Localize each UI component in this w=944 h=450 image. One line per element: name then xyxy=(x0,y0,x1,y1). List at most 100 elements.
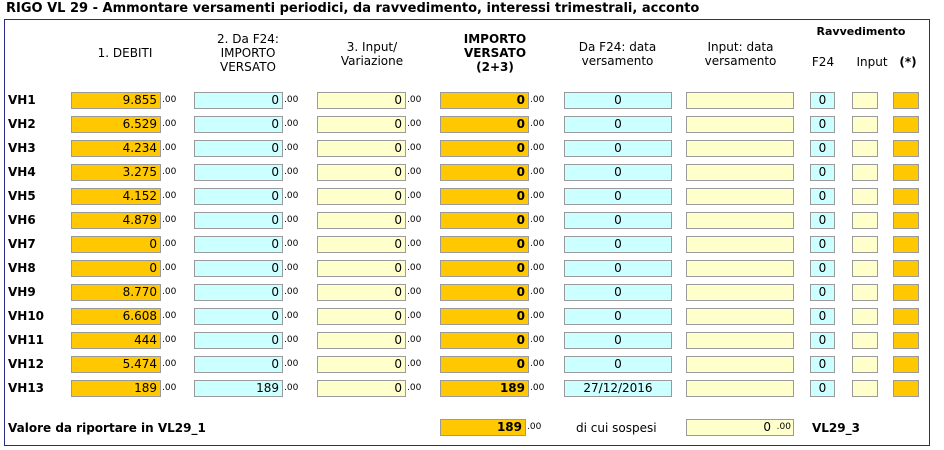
data-input-field[interactable] xyxy=(686,164,794,181)
f24-importo-field[interactable]: 0 xyxy=(194,164,283,181)
data-input-field[interactable] xyxy=(686,188,794,205)
rav-input-field[interactable] xyxy=(852,332,878,349)
debito-field[interactable]: 6.529 xyxy=(71,116,161,133)
rav-star-field[interactable] xyxy=(893,116,919,133)
debito-field[interactable]: 0 xyxy=(71,236,161,253)
rav-input-field[interactable] xyxy=(852,260,878,277)
rav-star-field[interactable] xyxy=(893,236,919,253)
data-input-field[interactable] xyxy=(686,284,794,301)
rav-f24-field[interactable]: 0 xyxy=(810,188,835,205)
input-variazione-field[interactable]: 0 xyxy=(317,140,406,157)
f24-importo-field[interactable]: 0 xyxy=(194,356,283,373)
importo-versato-field[interactable]: 0 xyxy=(440,356,529,373)
rav-f24-field[interactable]: 0 xyxy=(810,308,835,325)
rav-input-field[interactable] xyxy=(852,212,878,229)
rav-f24-field[interactable]: 0 xyxy=(810,356,835,373)
rav-star-field[interactable] xyxy=(893,308,919,325)
rav-star-field[interactable] xyxy=(893,188,919,205)
f24-importo-field[interactable]: 0 xyxy=(194,188,283,205)
rav-input-field[interactable] xyxy=(852,380,878,397)
input-variazione-field[interactable]: 0 xyxy=(317,92,406,109)
rav-star-field[interactable] xyxy=(893,332,919,349)
data-f24-field[interactable]: 0 xyxy=(564,356,672,373)
rav-input-field[interactable] xyxy=(852,308,878,325)
importo-versato-field[interactable]: 0 xyxy=(440,212,529,229)
data-f24-field[interactable]: 0 xyxy=(564,212,672,229)
rav-star-field[interactable] xyxy=(893,164,919,181)
debito-field[interactable]: 189 xyxy=(71,380,161,397)
debito-field[interactable]: 4.234 xyxy=(71,140,161,157)
data-f24-field[interactable]: 0 xyxy=(564,140,672,157)
input-variazione-field[interactable]: 0 xyxy=(317,164,406,181)
input-variazione-field[interactable]: 0 xyxy=(317,308,406,325)
rav-f24-field[interactable]: 0 xyxy=(810,380,835,397)
rav-star-field[interactable] xyxy=(893,140,919,157)
input-variazione-field[interactable]: 0 xyxy=(317,236,406,253)
input-variazione-field[interactable]: 0 xyxy=(317,260,406,277)
rav-star-field[interactable] xyxy=(893,380,919,397)
rav-f24-field[interactable]: 0 xyxy=(810,140,835,157)
rav-input-field[interactable] xyxy=(852,140,878,157)
data-input-field[interactable] xyxy=(686,140,794,157)
rav-f24-field[interactable]: 0 xyxy=(810,260,835,277)
rav-input-field[interactable] xyxy=(852,92,878,109)
data-f24-field[interactable]: 0 xyxy=(564,92,672,109)
rav-f24-field[interactable]: 0 xyxy=(810,236,835,253)
f24-importo-field[interactable]: 0 xyxy=(194,308,283,325)
f24-importo-field[interactable]: 0 xyxy=(194,332,283,349)
data-f24-field[interactable]: 27/12/2016 xyxy=(564,380,672,397)
input-variazione-field[interactable]: 0 xyxy=(317,284,406,301)
f24-importo-field[interactable]: 0 xyxy=(194,140,283,157)
rav-input-field[interactable] xyxy=(852,164,878,181)
rav-input-field[interactable] xyxy=(852,356,878,373)
sospesi-field[interactable]: 0 .00 xyxy=(686,419,794,436)
rav-input-field[interactable] xyxy=(852,188,878,205)
input-variazione-field[interactable]: 0 xyxy=(317,380,406,397)
data-f24-field[interactable]: 0 xyxy=(564,332,672,349)
rav-f24-field[interactable]: 0 xyxy=(810,212,835,229)
rav-star-field[interactable] xyxy=(893,260,919,277)
rav-star-field[interactable] xyxy=(893,92,919,109)
rav-f24-field[interactable]: 0 xyxy=(810,332,835,349)
importo-versato-field[interactable]: 0 xyxy=(440,284,529,301)
f24-importo-field[interactable]: 0 xyxy=(194,260,283,277)
footer-total-field[interactable]: 189 xyxy=(440,419,526,436)
data-input-field[interactable] xyxy=(686,212,794,229)
data-input-field[interactable] xyxy=(686,356,794,373)
debito-field[interactable]: 4.879 xyxy=(71,212,161,229)
input-variazione-field[interactable]: 0 xyxy=(317,188,406,205)
data-input-field[interactable] xyxy=(686,92,794,109)
debito-field[interactable]: 0 xyxy=(71,260,161,277)
rav-f24-field[interactable]: 0 xyxy=(810,164,835,181)
rav-f24-field[interactable]: 0 xyxy=(810,116,835,133)
f24-importo-field[interactable]: 189 xyxy=(194,380,283,397)
debito-field[interactable]: 9.855 xyxy=(71,92,161,109)
debito-field[interactable]: 4.152 xyxy=(71,188,161,205)
data-f24-field[interactable]: 0 xyxy=(564,260,672,277)
input-variazione-field[interactable]: 0 xyxy=(317,332,406,349)
debito-field[interactable]: 8.770 xyxy=(71,284,161,301)
rav-star-field[interactable] xyxy=(893,284,919,301)
data-input-field[interactable] xyxy=(686,308,794,325)
f24-importo-field[interactable]: 0 xyxy=(194,284,283,301)
rav-f24-field[interactable]: 0 xyxy=(810,92,835,109)
data-input-field[interactable] xyxy=(686,380,794,397)
data-f24-field[interactable]: 0 xyxy=(564,116,672,133)
data-input-field[interactable] xyxy=(686,236,794,253)
data-f24-field[interactable]: 0 xyxy=(564,188,672,205)
rav-input-field[interactable] xyxy=(852,284,878,301)
f24-importo-field[interactable]: 0 xyxy=(194,236,283,253)
importo-versato-field[interactable]: 0 xyxy=(440,188,529,205)
data-f24-field[interactable]: 0 xyxy=(564,164,672,181)
importo-versato-field[interactable]: 0 xyxy=(440,308,529,325)
data-f24-field[interactable]: 0 xyxy=(564,308,672,325)
importo-versato-field[interactable]: 0 xyxy=(440,116,529,133)
rav-star-field[interactable] xyxy=(893,356,919,373)
debito-field[interactable]: 3.275 xyxy=(71,164,161,181)
data-input-field[interactable] xyxy=(686,116,794,133)
importo-versato-field[interactable]: 0 xyxy=(440,164,529,181)
importo-versato-field[interactable]: 0 xyxy=(440,236,529,253)
rav-input-field[interactable] xyxy=(852,236,878,253)
debito-field[interactable]: 6.608 xyxy=(71,308,161,325)
debito-field[interactable]: 5.474 xyxy=(71,356,161,373)
